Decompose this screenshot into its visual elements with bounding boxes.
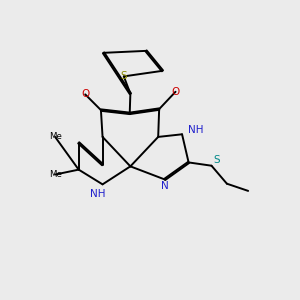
Text: O: O xyxy=(171,87,180,97)
Text: N: N xyxy=(161,181,169,191)
Text: S: S xyxy=(121,71,127,81)
Text: Me: Me xyxy=(49,132,62,141)
Text: O: O xyxy=(81,89,89,99)
Text: S: S xyxy=(214,155,220,165)
Text: NH: NH xyxy=(90,189,106,199)
Text: Me: Me xyxy=(49,170,62,179)
Text: NH: NH xyxy=(188,125,203,135)
